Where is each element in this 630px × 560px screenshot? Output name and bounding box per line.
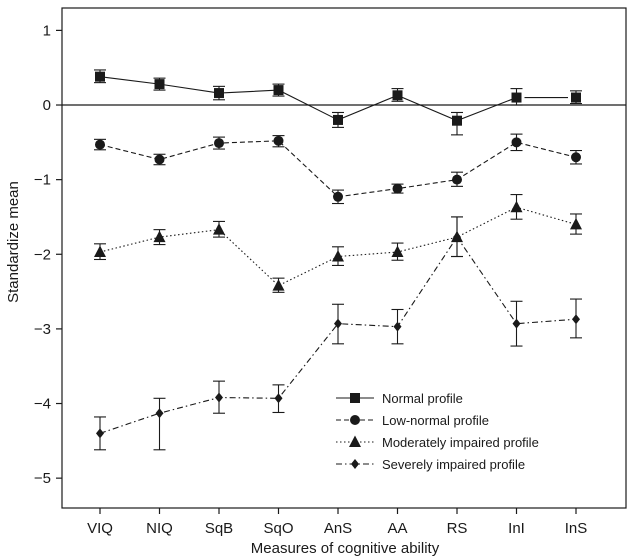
x-tick-label: RS [447,520,468,537]
data-point [512,318,521,329]
series-line [99,76,517,122]
y-tick-label: −5 [34,470,51,487]
x-axis-label: Measures of cognitive ability [251,540,440,557]
data-point [273,135,284,146]
data-point [95,71,105,82]
x-tick-label: AnS [324,520,352,537]
data-point [571,92,581,103]
data-point [214,138,224,149]
data-point [154,79,165,90]
data-point [96,428,104,439]
legend-item: Normal profile [336,391,463,406]
legend-item: Moderately impaired profile [336,435,539,450]
data-point [393,321,402,332]
data-point [511,137,522,148]
data-point [333,191,343,202]
data-point [272,279,285,291]
y-axis-label: Standardize mean [5,181,22,303]
legend-label: Moderately impaired profile [382,435,539,450]
series-line [99,140,577,198]
data-point [510,200,523,213]
x-tick-label: VIQ [87,520,113,537]
data-point [154,154,165,165]
series-square [94,69,582,136]
data-point [511,92,522,103]
data-point [452,115,462,126]
data-point [153,230,166,243]
data-point [213,223,225,235]
x-tick-label: InI [508,520,525,537]
legend-label: Severely impaired profile [382,457,525,472]
data-point [391,245,404,258]
plot-area-frame [61,7,627,509]
x-axis: VIQ NIQ SqB SqO AnS AA RS InI InS [87,508,587,537]
x-tick-label: SqB [205,520,233,537]
legend-marker [350,393,360,403]
y-tick-label: 0 [43,97,51,114]
series-triangle [94,194,582,293]
legend-marker [351,459,359,469]
data-point [452,174,462,185]
data-point [274,393,283,404]
data-point [332,250,344,262]
data-point [215,392,223,403]
data-point [95,139,105,150]
data-point [453,232,461,243]
y-tick-label: −3 [34,321,51,338]
data-point [572,314,580,325]
y-axis: 1 0 −1 −2 −3 −4 −5 [34,22,62,487]
legend: Normal profile Low-normal profile Moderate… [336,391,539,472]
data-point [214,88,224,99]
data-point [155,408,164,419]
y-tick-label: 1 [43,22,51,39]
y-tick-label: −1 [34,172,51,189]
series-diamond [94,216,582,451]
x-tick-label: AA [387,520,407,537]
y-tick-label: −4 [34,396,51,413]
data-point [570,217,582,230]
data-point [392,183,403,194]
legend-item: Severely impaired profile [336,457,525,472]
data-point [392,90,403,101]
data-point [571,152,581,163]
x-tick-label: SqO [263,520,293,537]
data-point [333,114,343,125]
data-point [94,245,106,258]
legend-item: Low-normal profile [336,413,489,428]
legend-marker [349,435,361,447]
y-tick-label: −2 [34,246,51,263]
series-circle [94,133,582,205]
data-point [273,85,284,96]
x-tick-label: InS [565,520,588,537]
data-point [334,318,342,329]
legend-label: Low-normal profile [382,413,489,428]
x-tick-label: NIQ [146,520,173,537]
legend-label: Normal profile [382,391,463,406]
legend-marker [350,415,360,425]
series-layer [94,69,582,451]
